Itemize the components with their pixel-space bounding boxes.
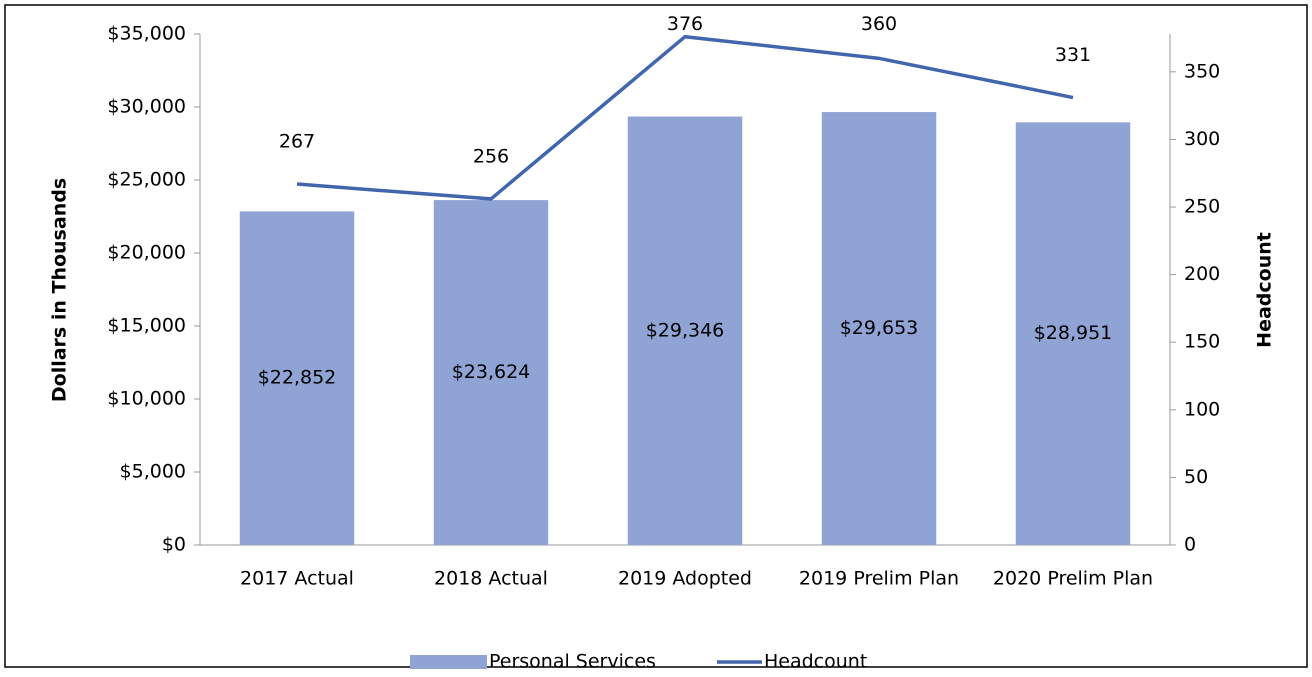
line-value-label: 256 — [473, 145, 509, 167]
bar-value-label: $29,346 — [646, 319, 725, 341]
line-value-label: 360 — [861, 13, 897, 35]
y2-tick-label: 100 — [1184, 398, 1220, 420]
y-tick-label: $25,000 — [107, 169, 186, 191]
bar — [1015, 122, 1131, 545]
y-tick-label: $15,000 — [107, 315, 186, 337]
line-value-label: 267 — [279, 131, 315, 153]
y2-tick-label: 50 — [1184, 466, 1208, 488]
x-tick-label: 2020 Prelim Plan — [993, 568, 1153, 590]
y2-tick-label: 300 — [1184, 128, 1220, 150]
bar — [239, 211, 355, 546]
bar — [433, 200, 549, 545]
y-axis-title: Dollars in Thousands — [49, 178, 71, 402]
y-tick-label: $30,000 — [107, 96, 186, 118]
y2-axis-title: Headcount — [1254, 232, 1276, 348]
y2-tick-label: 150 — [1184, 331, 1220, 353]
x-tick-label: 2017 Actual — [240, 568, 354, 590]
line-value-label: 331 — [1055, 44, 1091, 66]
y2-tick-label: 0 — [1184, 534, 1196, 556]
line-value-label: 376 — [667, 13, 703, 35]
y2-tick-label: 200 — [1184, 263, 1220, 285]
y-tick-label: $35,000 — [107, 23, 186, 45]
x-tick-label: 2018 Actual — [434, 568, 548, 590]
bar — [627, 116, 743, 545]
legend-label: Headcount — [764, 651, 867, 673]
bar-value-label: $29,653 — [840, 317, 919, 339]
y2-tick-label: 250 — [1184, 196, 1220, 218]
y-tick-label: $5,000 — [120, 461, 186, 483]
legend-label: Personal Services — [489, 651, 656, 673]
x-tick-label: 2019 Adopted — [618, 568, 752, 590]
legend-swatch — [410, 655, 487, 669]
bar — [821, 112, 937, 546]
y-tick-label: $10,000 — [107, 388, 186, 410]
y-tick-label: $0 — [162, 534, 186, 556]
x-tick-label: 2019 Prelim Plan — [799, 568, 959, 590]
bar-value-label: $28,951 — [1034, 322, 1113, 344]
line — [296, 34, 1074, 201]
y2-tick-label: 350 — [1184, 60, 1220, 82]
y-tick-label: $20,000 — [107, 242, 186, 264]
bar-value-label: $22,852 — [258, 367, 337, 389]
bar-value-label: $23,624 — [452, 361, 531, 383]
